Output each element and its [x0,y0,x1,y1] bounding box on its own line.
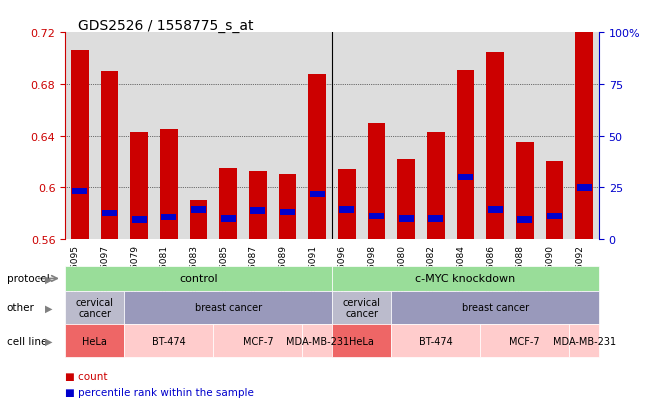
Bar [427,133,445,240]
Text: c-MYC knockdown: c-MYC knockdown [415,274,516,284]
Bar [130,133,148,240]
Text: cervical
cancer: cervical cancer [76,297,114,318]
Text: ▶: ▶ [45,336,53,346]
Text: other: other [7,303,35,313]
Bar [101,72,118,240]
Bar [161,214,176,221]
Text: cervical
cancer: cervical cancer [342,297,381,318]
Bar [456,71,475,240]
Text: HeLa: HeLa [349,336,374,346]
Bar [397,159,415,240]
Text: MCF-7: MCF-7 [510,336,540,346]
Bar [250,208,266,214]
Bar [280,209,295,216]
Text: BT-474: BT-474 [419,336,452,346]
Text: ■ count: ■ count [65,371,107,381]
Text: BT-474: BT-474 [152,336,186,346]
Text: HeLa: HeLa [82,336,107,346]
Text: cell line: cell line [7,336,47,346]
Bar [575,33,593,240]
Text: breast cancer: breast cancer [195,303,262,313]
Bar [219,169,237,240]
Bar [428,216,443,222]
Bar [189,201,208,240]
Bar [191,206,206,213]
Bar [517,217,533,223]
Text: ■ percentile rank within the sample: ■ percentile rank within the sample [65,387,254,397]
Text: breast cancer: breast cancer [462,303,529,313]
Bar [577,185,592,191]
Bar [249,171,267,240]
Bar [102,211,117,217]
Bar [546,162,563,240]
Bar [339,206,354,213]
Bar [516,143,534,240]
Bar [398,216,414,222]
Bar [488,206,503,213]
Text: MDA-MB-231: MDA-MB-231 [553,336,616,346]
Bar [309,74,326,240]
Text: protocol: protocol [7,274,49,284]
Text: ▶: ▶ [45,303,53,313]
Text: GDS2526 / 1558775_s_at: GDS2526 / 1558775_s_at [78,19,254,33]
Bar [310,191,325,197]
Text: control: control [179,274,218,284]
Bar [368,123,385,240]
Bar [279,175,296,240]
Text: MDA-MB-231: MDA-MB-231 [286,336,349,346]
Bar [369,213,384,220]
Text: MCF-7: MCF-7 [243,336,273,346]
Bar [132,217,147,223]
Bar [160,130,178,240]
Bar [71,51,89,240]
Bar [72,189,87,195]
Bar [221,216,236,222]
Bar [338,170,355,240]
Text: ▶: ▶ [45,274,53,284]
Bar [458,174,473,181]
Bar [547,213,562,220]
Bar [486,52,504,240]
